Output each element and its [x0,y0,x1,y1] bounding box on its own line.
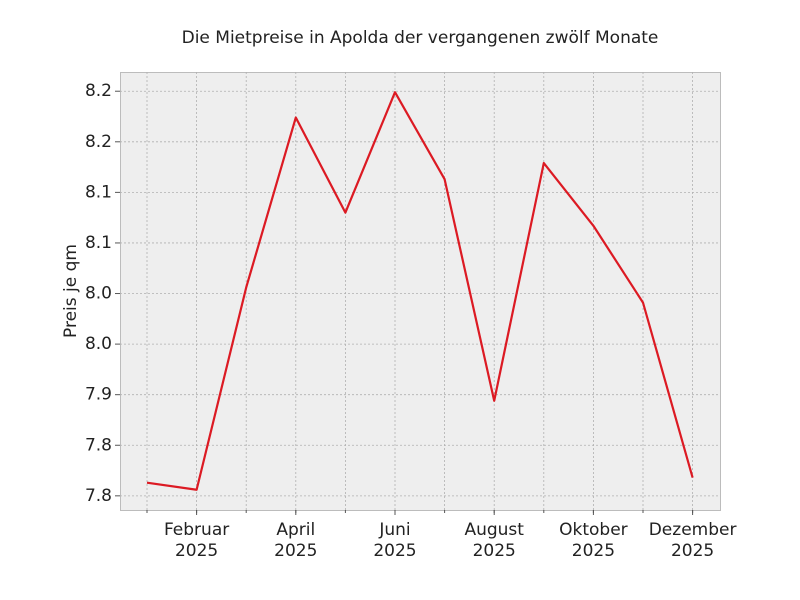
y-tick-label: 8.0 [85,284,112,304]
y-tick-label: 7.9 [85,385,112,405]
x-tick-label: Februar [164,520,229,540]
x-tick-label: Oktober [559,520,628,540]
x-tick-label: 2025 [671,541,714,561]
line-series [146,91,694,491]
y-tick-label: 8.2 [85,81,112,101]
x-tick-label: April [276,520,315,540]
grid [120,72,720,510]
y-tick-label: 8.0 [85,334,112,354]
y-tick-label: 7.8 [85,486,112,506]
x-tick-label: 2025 [274,541,317,561]
plot-area [120,72,721,511]
x-tick-label: 2025 [373,541,416,561]
y-tick-label: 8.1 [85,233,112,253]
x-tick-label: Juni [378,520,410,540]
x-tick-label: August [464,520,524,540]
chart-title: Die Mietpreise in Apolda der vergangenen… [182,28,659,48]
x-tick-label: Dezember [649,520,737,540]
x-tick-label: 2025 [175,541,218,561]
y-tick-label: 8.2 [85,132,112,152]
y-tick-label: 8.1 [85,182,112,202]
y-axis-label: Preis je qm [61,244,81,338]
y-tick-label: 7.8 [85,435,112,455]
x-tick-label: 2025 [473,541,516,561]
x-tick-label: 2025 [572,541,615,561]
